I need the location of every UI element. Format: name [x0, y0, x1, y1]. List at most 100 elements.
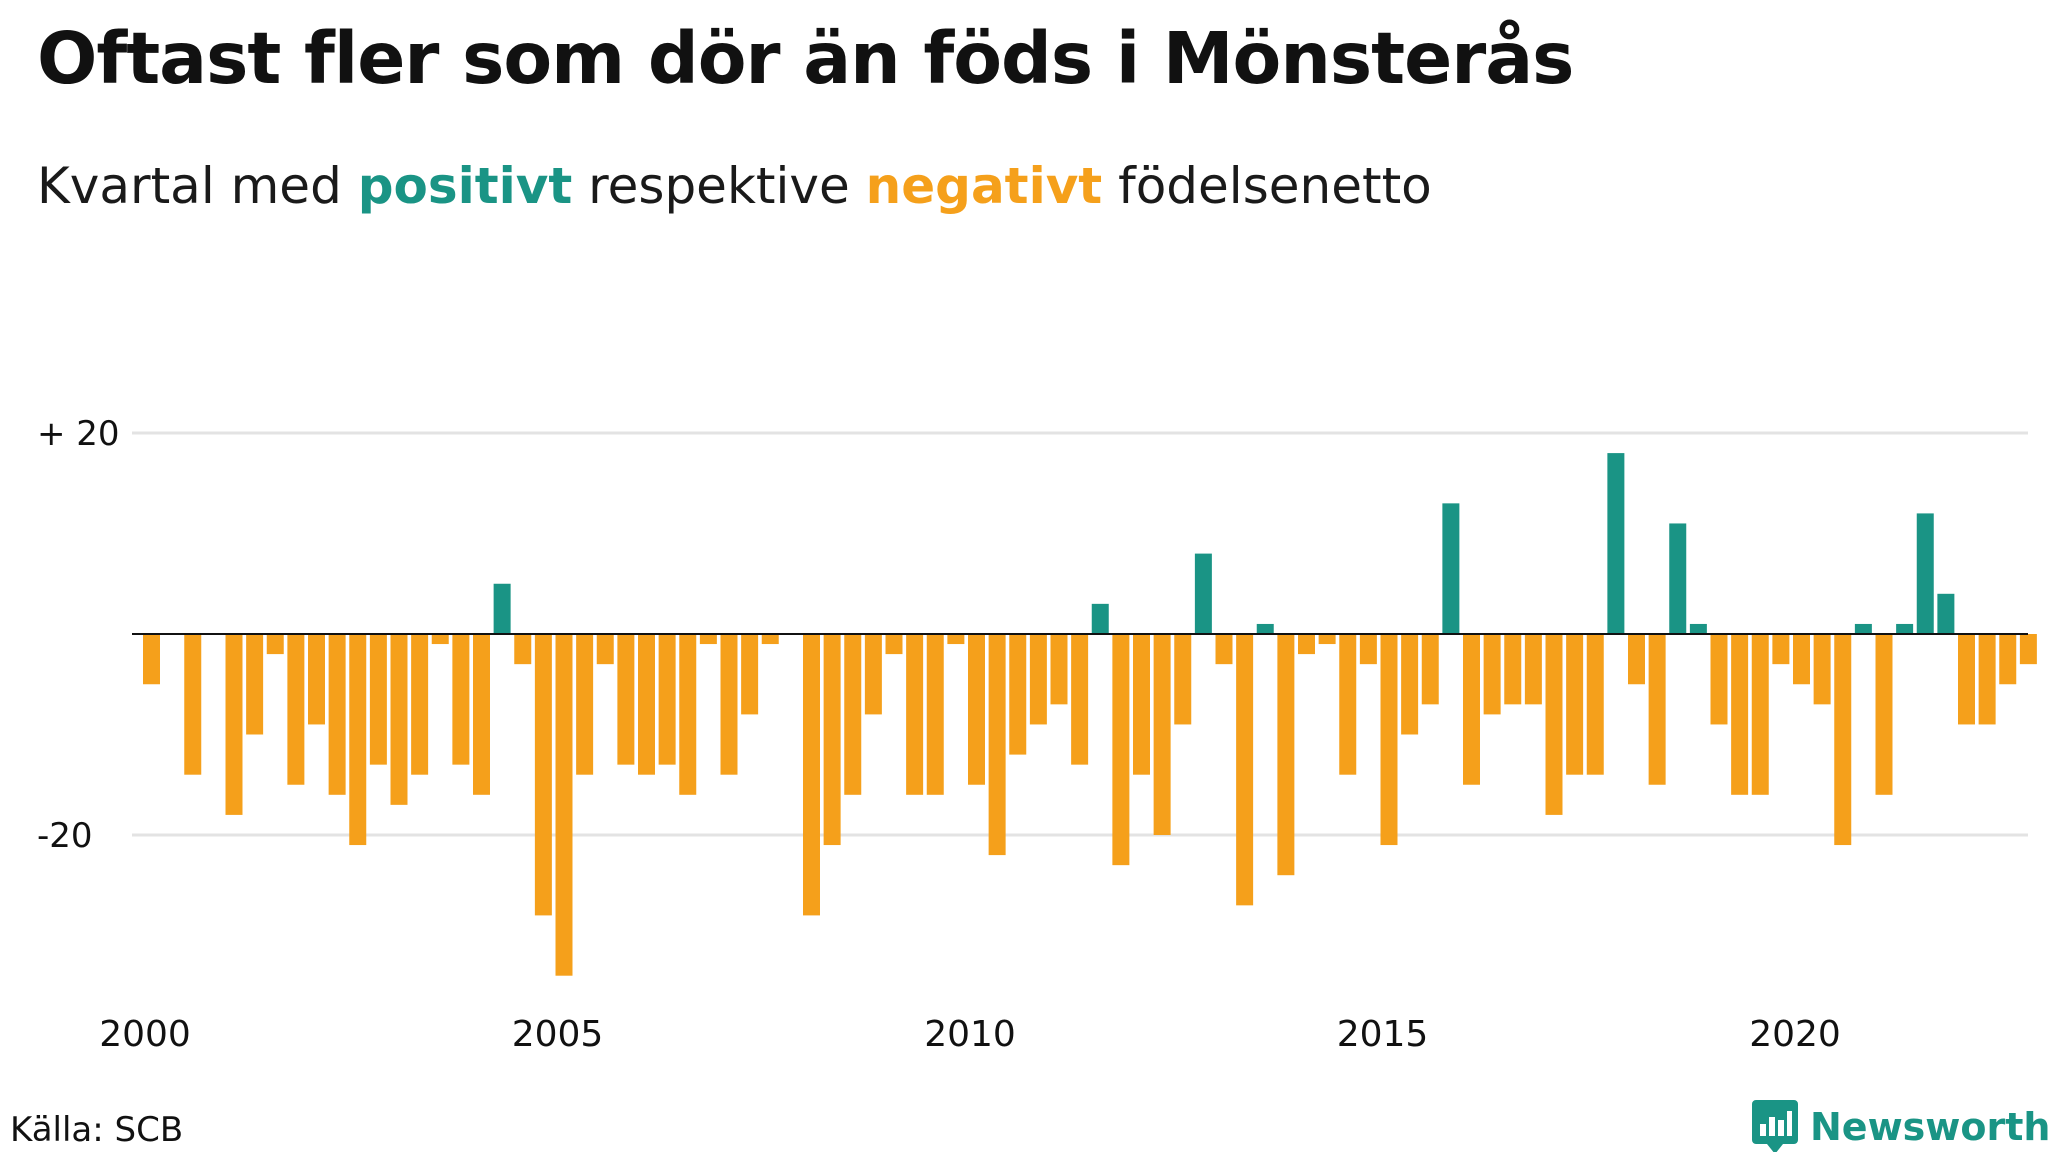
bar — [1896, 623, 1914, 634]
bar — [617, 634, 635, 765]
bar — [493, 583, 511, 634]
bar — [1359, 634, 1377, 665]
bar — [761, 634, 779, 645]
bar — [1628, 634, 1645, 685]
bar — [803, 634, 820, 916]
bar — [1483, 634, 1501, 715]
bar — [1442, 503, 1460, 634]
bar — [658, 634, 676, 765]
bar — [390, 634, 408, 805]
bar — [143, 634, 160, 685]
bar — [1978, 634, 1996, 725]
brand-name: Newsworthy — [1810, 1105, 2048, 1149]
bar — [1648, 634, 1666, 785]
bar — [1277, 634, 1295, 876]
bar — [576, 634, 594, 775]
bar — [596, 634, 614, 665]
bar — [1174, 634, 1192, 725]
bar — [349, 634, 367, 846]
x-tick-label: 2015 — [1337, 1014, 1429, 1055]
y-tick-label: -20 — [37, 816, 93, 856]
bar — [1133, 634, 1150, 775]
bar — [555, 634, 573, 976]
bar — [369, 634, 387, 765]
bar — [1875, 634, 1893, 795]
bar — [1194, 553, 1212, 634]
brand-logo: Newsworthy — [1752, 1100, 2048, 1152]
bar — [514, 634, 532, 665]
bar — [885, 634, 903, 655]
bar — [1401, 634, 1419, 735]
bar — [1731, 634, 1749, 795]
bar — [1463, 634, 1480, 785]
bar — [184, 634, 202, 775]
subtitle-suffix: födelsenetto — [1102, 157, 1432, 215]
bar — [1751, 634, 1769, 795]
subtitle-middle: respektive — [572, 157, 866, 215]
bar — [1236, 634, 1254, 906]
bar — [906, 634, 924, 795]
bar — [844, 634, 862, 795]
bar — [1524, 634, 1542, 705]
bar — [988, 634, 1006, 856]
bar — [1999, 634, 2017, 685]
newsworthy-bar-chart-logo-icon — [1752, 1100, 1798, 1152]
bar — [741, 634, 759, 715]
bar — [1009, 634, 1027, 755]
bar — [1545, 634, 1563, 815]
x-tick-label: 2000 — [99, 1014, 191, 1055]
bar — [1958, 634, 1975, 725]
bar — [720, 634, 738, 775]
bar — [308, 634, 325, 725]
bar — [1029, 634, 1047, 725]
bar — [1916, 513, 1934, 634]
bar — [1813, 634, 1831, 705]
bar — [1937, 593, 1955, 634]
bar — [1421, 634, 1439, 705]
bar — [1112, 634, 1130, 866]
bar — [1793, 634, 1810, 685]
bar — [1504, 634, 1522, 705]
bar — [452, 634, 470, 765]
bar — [1834, 634, 1852, 846]
bar — [1071, 634, 1089, 765]
bar — [225, 634, 243, 815]
bar — [926, 634, 944, 795]
bar — [1050, 634, 1068, 705]
bar — [1153, 634, 1171, 835]
bar — [1607, 453, 1625, 634]
bar — [864, 634, 882, 715]
bar — [1256, 623, 1274, 634]
bar — [638, 634, 655, 775]
bar — [266, 634, 284, 655]
bar — [699, 634, 717, 645]
x-tick-label: 2020 — [1749, 1014, 1841, 1055]
chart-subtitle: Kvartal med positivt respektive negativt… — [37, 156, 1432, 216]
subtitle-positive-word: positivt — [357, 157, 573, 215]
bar — [823, 634, 841, 846]
bar — [1298, 634, 1315, 655]
bar — [947, 634, 965, 645]
bar — [328, 634, 346, 795]
bar — [1669, 523, 1687, 634]
source-note: Källa: SCB — [10, 1110, 184, 1150]
bar — [2019, 634, 2037, 665]
subtitle-negative-word: negativt — [865, 157, 1103, 215]
bar — [534, 634, 552, 916]
bar — [1215, 634, 1233, 665]
bar — [287, 634, 305, 785]
bar — [968, 634, 985, 785]
bar — [1318, 634, 1336, 645]
bar — [679, 634, 697, 795]
bar — [1566, 634, 1584, 775]
bar — [246, 634, 264, 735]
bar — [473, 634, 490, 795]
bar — [1586, 634, 1604, 775]
x-tick-label: 2005 — [512, 1014, 604, 1055]
bar — [1772, 634, 1790, 665]
y-tick-label: + 20 — [37, 414, 120, 454]
bar — [1380, 634, 1398, 846]
bar — [1689, 623, 1707, 634]
bar — [1091, 603, 1109, 634]
